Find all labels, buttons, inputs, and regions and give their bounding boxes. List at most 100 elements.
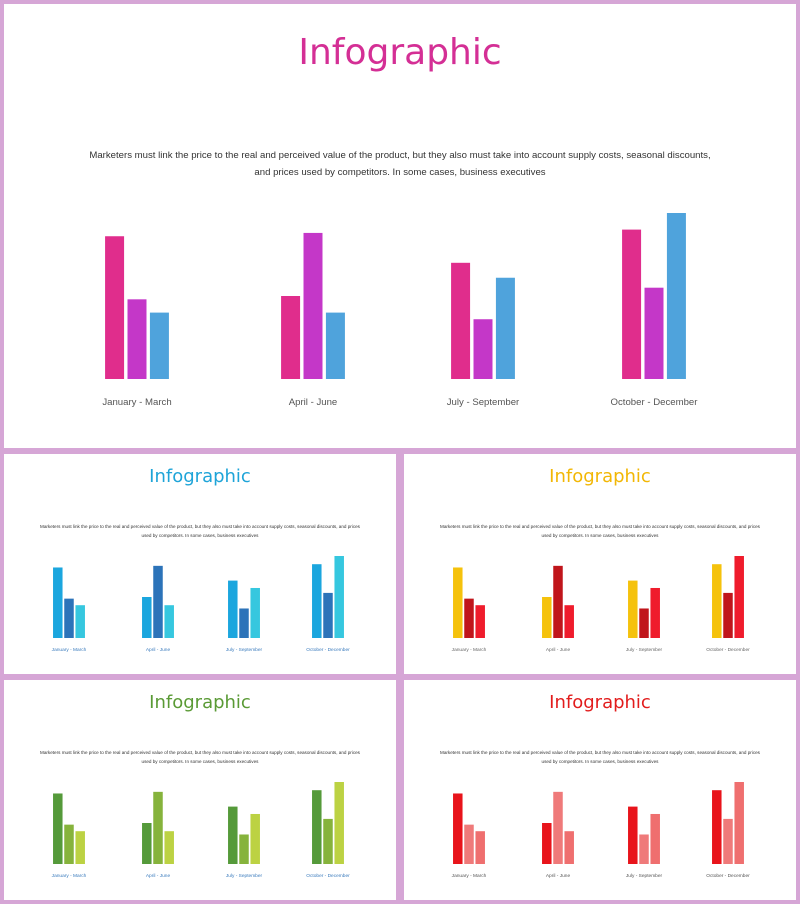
slide-title: Infographic: [549, 692, 651, 713]
bar: [495, 277, 515, 379]
slide-title: Infographic: [149, 692, 251, 713]
bar: [325, 312, 345, 379]
bar: [734, 556, 744, 638]
bar: [228, 580, 238, 638]
bar: [622, 229, 642, 379]
bar: [564, 831, 574, 864]
bar: [464, 598, 474, 638]
bar: [164, 605, 174, 638]
bar: [142, 823, 152, 864]
bar: [650, 813, 660, 864]
bar-chart: January - March April - June July - Septem…: [52, 556, 350, 653]
category-label: April - June: [146, 647, 171, 653]
bar: [153, 565, 163, 638]
bar: [53, 793, 63, 864]
bar-chart: January - March April - June July - Septem…: [102, 213, 699, 408]
bar: [303, 232, 323, 379]
bar: [473, 319, 493, 379]
bar: [142, 597, 152, 638]
bar: [105, 236, 125, 379]
bar: [250, 813, 260, 864]
category-label: October - December: [611, 397, 699, 408]
bar: [334, 556, 344, 638]
bar: [650, 587, 660, 638]
category-label: October - December: [306, 647, 350, 653]
slide-title: Infographic: [298, 32, 502, 73]
slide-thumbnail-red[interactable]: Infographic Marketers must link the pric…: [404, 680, 796, 900]
category-label: April - June: [146, 873, 171, 879]
slide-title: Infographic: [149, 466, 251, 487]
bar: [228, 806, 238, 864]
bar: [628, 580, 638, 638]
category-label: January - March: [52, 647, 87, 653]
bar: [475, 605, 485, 638]
bar: [666, 213, 686, 379]
category-label: July - September: [447, 397, 520, 408]
bar: [453, 567, 463, 638]
slide-thumbnail-green[interactable]: Infographic Marketers must link the pric…: [4, 680, 396, 900]
category-label: January - March: [452, 873, 487, 879]
bar: [734, 782, 744, 864]
slide-description: Marketers must link the price to the rea…: [440, 750, 760, 764]
bar: [239, 834, 249, 864]
category-label: July - September: [226, 647, 263, 653]
bar: [250, 587, 260, 638]
category-label: July - September: [626, 647, 663, 653]
bar: [127, 299, 147, 379]
bar: [149, 312, 169, 379]
category-label: October - December: [706, 873, 750, 879]
slide-thumbnail-blue[interactable]: Infographic Marketers must link the pric…: [4, 454, 396, 674]
bar: [53, 567, 63, 638]
bar: [542, 597, 552, 638]
bar: [75, 831, 85, 864]
bar: [644, 287, 664, 379]
slide-description: Marketers must link the price to the rea…: [440, 524, 760, 538]
bar-chart: January - March April - June July - Septem…: [452, 556, 750, 653]
bar: [723, 818, 733, 864]
bar: [334, 782, 344, 864]
slide-description: Marketers must link the price to the rea…: [40, 524, 360, 538]
bar: [64, 598, 74, 638]
bar: [475, 831, 485, 864]
bar: [323, 818, 333, 864]
bar: [639, 834, 649, 864]
bar: [553, 565, 563, 638]
bar: [628, 806, 638, 864]
category-label: July - September: [626, 873, 663, 879]
category-label: January - March: [452, 647, 487, 653]
category-label: April - June: [546, 647, 571, 653]
bar: [75, 605, 85, 638]
category-label: July - September: [226, 873, 263, 879]
bar: [323, 592, 333, 638]
slide-description: Marketers must link the price to the rea…: [40, 750, 360, 764]
category-label: October - December: [306, 873, 350, 879]
bar: [712, 564, 722, 638]
bar: [553, 791, 563, 864]
category-label: April - June: [289, 397, 338, 408]
bar: [542, 823, 552, 864]
bar: [464, 824, 474, 864]
bar: [312, 790, 322, 864]
bar: [239, 608, 249, 638]
slide-main: Infographic Marketers must link the pric…: [4, 4, 796, 448]
bar: [64, 824, 74, 864]
bar: [564, 605, 574, 638]
bar: [312, 564, 322, 638]
bar: [164, 831, 174, 864]
bar-chart: January - March April - June July - Septem…: [452, 782, 750, 879]
slide-thumbnail-yellow[interactable]: Infographic Marketers must link the pric…: [404, 454, 796, 674]
slide-description: Marketers must link the price to the rea…: [89, 150, 711, 178]
bar: [639, 608, 649, 638]
bar: [712, 790, 722, 864]
bar: [453, 793, 463, 864]
category-label: April - June: [546, 873, 571, 879]
bar: [451, 262, 471, 379]
slide-title: Infographic: [549, 466, 651, 487]
bar: [723, 592, 733, 638]
category-label: January - March: [102, 397, 171, 408]
category-label: October - December: [706, 647, 750, 653]
bar-chart: January - March April - June July - Septem…: [52, 782, 350, 879]
bar: [153, 791, 163, 864]
bar: [281, 296, 301, 379]
category-label: January - March: [52, 873, 87, 879]
